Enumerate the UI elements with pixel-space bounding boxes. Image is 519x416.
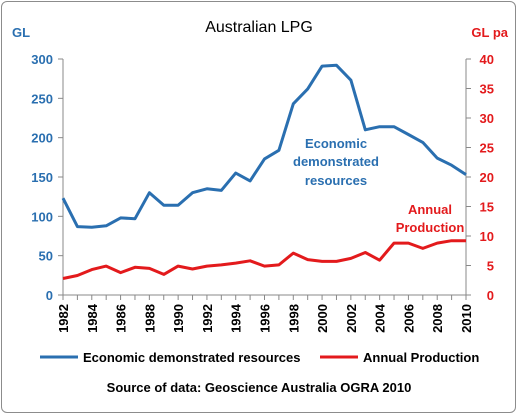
legend-label-production: Annual Production [363, 350, 479, 365]
right-tick-label: 30 [480, 111, 494, 126]
source-note: Source of data: Geoscience Australia OGR… [107, 380, 412, 395]
economic-annotation-line-3: resources [305, 173, 367, 188]
x-tick-label: 1998 [286, 304, 301, 333]
x-tick-label: 2004 [373, 303, 388, 333]
left-tick-label: 250 [31, 91, 53, 106]
left-tick-label: 100 [31, 209, 53, 224]
right-tick-label: 20 [480, 170, 494, 185]
right-tick-label: 5 [487, 259, 494, 274]
right-tick-label: 15 [480, 200, 494, 215]
x-tick-label: 1984 [85, 303, 100, 333]
production-annotation: Annual Production [396, 202, 465, 235]
axes [62, 59, 467, 296]
left-tick-label: 0 [46, 288, 53, 303]
right-axis-ticks: 0 5 10 15 20 25 30 35 40 [466, 52, 494, 303]
x-tick-label: 1992 [200, 304, 215, 333]
production-annotation-line-2: Production [396, 220, 465, 235]
x-tick-label: 1990 [171, 304, 186, 333]
x-tick-label: 1982 [56, 304, 71, 333]
legend: Economic demonstrated resources Annual P… [40, 350, 479, 365]
legend-label-economic: Economic demonstrated resources [83, 350, 300, 365]
left-tick-label: 300 [31, 52, 53, 67]
x-tick-label: 2006 [401, 304, 416, 333]
right-tick-label: 40 [480, 52, 494, 67]
series-line-economic [61, 63, 467, 229]
left-axis-unit: GL [12, 25, 30, 40]
left-tick-label: 150 [31, 170, 53, 185]
series-lines [61, 63, 467, 280]
x-tick-label: 2010 [459, 304, 474, 333]
right-tick-label: 10 [480, 229, 494, 244]
economic-annotation-line-2: demonstrated [293, 154, 379, 169]
x-tick-label: 1996 [258, 304, 273, 333]
right-axis-unit: GL pa [471, 25, 508, 40]
left-tick-label: 50 [39, 249, 53, 264]
economic-annotation: Economic demonstrated resources [293, 136, 379, 188]
x-tick-label: 2000 [315, 304, 330, 333]
production-annotation-line-1: Annual [408, 202, 452, 217]
series-line-production [62, 239, 466, 280]
x-tick-label: 2002 [344, 304, 359, 333]
x-tick-label: 2008 [430, 304, 445, 333]
x-tick-label: 1986 [114, 304, 129, 333]
left-axis-ticks: 0 50 100 150 200 250 300 [31, 52, 63, 303]
right-tick-label: 25 [480, 141, 494, 156]
economic-annotation-line-1: Economic [305, 136, 367, 151]
x-axis-ticks: 1982 1984 1986 1988 1990 1992 1994 1996 1998 2000… [56, 295, 474, 333]
x-tick-label: 1994 [229, 303, 244, 333]
left-tick-label: 200 [31, 131, 53, 146]
x-tick-label: 1988 [142, 304, 157, 333]
right-tick-label: 35 [480, 82, 494, 97]
right-tick-label: 0 [487, 288, 494, 303]
chart-title: Australian LPG [205, 19, 313, 36]
